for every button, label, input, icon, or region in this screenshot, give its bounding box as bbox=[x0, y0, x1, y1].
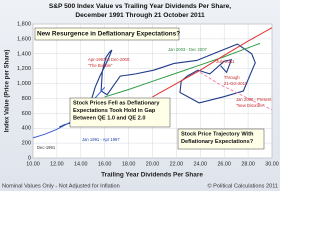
x-tick-label: 24.00 bbox=[194, 161, 208, 167]
x-tick-label: 16.00 bbox=[98, 161, 112, 167]
annotation: Through bbox=[224, 75, 240, 80]
annotation: Stock Prices Fell as Deflationary bbox=[73, 100, 160, 106]
annotation: Expectations Took Hold in Gap bbox=[73, 108, 156, 114]
x-tick-label: 12.00 bbox=[50, 161, 64, 167]
footer-credit: © Political Calculations 2011 bbox=[207, 182, 278, 189]
annotation: Stock Price Trajectory With bbox=[181, 131, 254, 137]
annotation-box bbox=[177, 128, 265, 150]
annotation: Jan 1991 - Apr 1997 bbox=[82, 137, 120, 142]
y-tick-label: 1,400 bbox=[17, 51, 31, 57]
annotation: "New Disorder" bbox=[236, 103, 265, 108]
annotation: July 2011 bbox=[216, 59, 235, 64]
annotation: "The Bubble" bbox=[88, 63, 113, 68]
trend-line bbox=[104, 42, 261, 98]
trend-line bbox=[152, 27, 273, 98]
annotation: Dec-1991 bbox=[37, 145, 56, 150]
chart: S&P 500 Index Value vs Trailing Year Div… bbox=[0, 0, 280, 191]
y-tick-label: 0 bbox=[28, 155, 31, 161]
x-tick-label: 28.00 bbox=[241, 161, 255, 167]
annotation: Between QE 1.0 and QE 2.0 bbox=[73, 115, 145, 121]
chart-subtitle: December 1991 Through 21 October 2011 bbox=[75, 12, 205, 19]
y-tick-label: 1,200 bbox=[17, 66, 31, 72]
trend-line bbox=[200, 71, 273, 111]
x-tick-label: 22.00 bbox=[170, 161, 184, 167]
annotation-box bbox=[69, 97, 171, 128]
y-tick-label: 600 bbox=[22, 111, 31, 117]
y-tick-label: 1,600 bbox=[17, 36, 31, 42]
chart-title: S&P 500 Index Value vs Trailing Year Div… bbox=[49, 3, 231, 10]
annotation: 21-Oct-2011 bbox=[224, 81, 248, 86]
footer-note: Nominal Values Only - Not Adjusted for I… bbox=[2, 183, 120, 189]
annotation-box bbox=[34, 27, 180, 41]
x-tick-label: 14.00 bbox=[74, 161, 88, 167]
x-tick-label: 18.00 bbox=[122, 161, 136, 167]
x-tick-label: 10.00 bbox=[26, 161, 40, 167]
x-tick-label: 20.00 bbox=[146, 161, 160, 167]
y-axis-label: Index Value (Price per Share) bbox=[5, 50, 11, 133]
y-tick-label: 400 bbox=[22, 126, 31, 132]
annotation: Jan 2003 - Dec 2007 bbox=[168, 47, 208, 52]
x-tick-label: 30.00 bbox=[265, 161, 279, 167]
annotation: Deflationary Expectations? bbox=[181, 139, 254, 145]
annotation: Jan 2008 - Present bbox=[236, 97, 272, 102]
y-tick-label: 1,800 bbox=[17, 21, 31, 27]
annotation: New Resurgence in Deflationary Expectati… bbox=[37, 31, 180, 38]
y-tick-label: 200 bbox=[22, 141, 31, 147]
x-tick-label: 26.00 bbox=[217, 161, 231, 167]
y-tick-label: 1,000 bbox=[17, 81, 31, 87]
x-axis-label: Trailing Year Dividends Per Share bbox=[101, 172, 203, 179]
page: {"chart_data": { "type": "line", "title"… bbox=[0, 0, 280, 191]
annotation: Apr-1997 to Dec-2000: bbox=[88, 57, 130, 62]
y-tick-label: 800 bbox=[22, 96, 31, 102]
